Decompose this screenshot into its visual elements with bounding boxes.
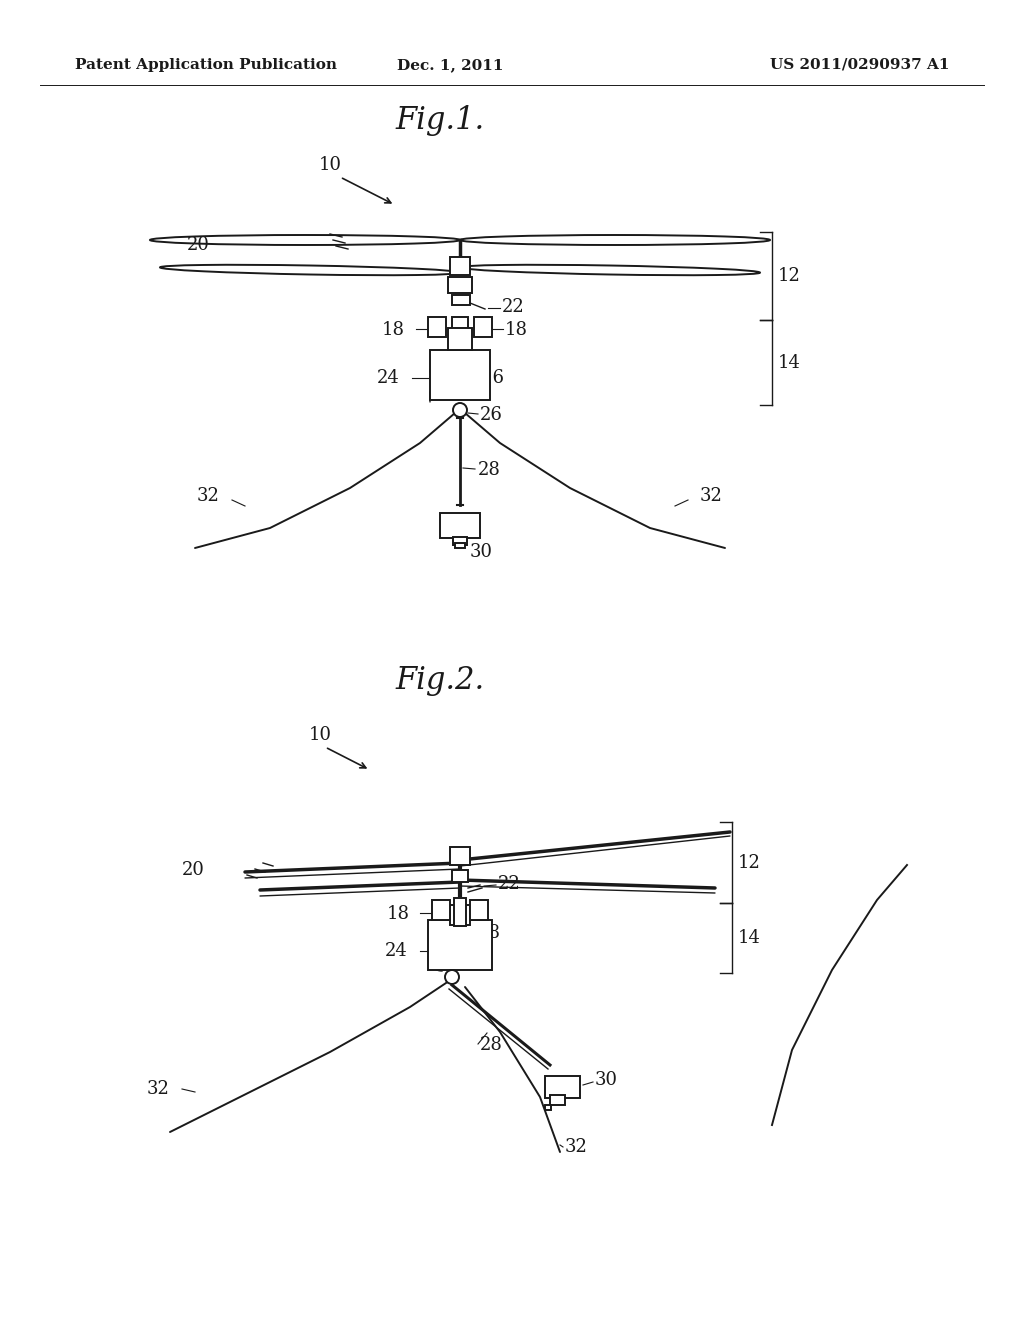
Bar (453, 537, 467, 545)
Text: US 2011/0290937 A1: US 2011/0290937 A1 (770, 58, 950, 73)
Bar (452, 870, 468, 882)
Text: 14: 14 (738, 929, 761, 946)
Text: 16: 16 (482, 370, 505, 387)
Text: 16: 16 (470, 936, 493, 954)
Text: Fig.1.: Fig.1. (395, 104, 484, 136)
Circle shape (445, 970, 459, 983)
Bar (440, 513, 480, 539)
Circle shape (453, 403, 467, 417)
Text: 30: 30 (470, 543, 493, 561)
Bar (450, 257, 470, 275)
Text: 14: 14 (778, 354, 801, 371)
Bar (428, 920, 492, 970)
Text: 28: 28 (480, 1036, 503, 1053)
Bar (452, 294, 470, 305)
Bar (550, 1096, 565, 1105)
Bar (545, 1105, 551, 1110)
Text: 18: 18 (382, 321, 406, 339)
Text: 12: 12 (738, 854, 761, 871)
Text: 20: 20 (182, 861, 205, 879)
Bar (449, 327, 472, 350)
Text: 10: 10 (308, 726, 332, 744)
Bar (449, 277, 472, 293)
Text: 24: 24 (377, 370, 400, 387)
Text: 18: 18 (478, 924, 501, 942)
Text: 18: 18 (387, 906, 410, 923)
Bar (474, 317, 492, 337)
Bar (428, 317, 446, 337)
Text: 26: 26 (480, 407, 503, 424)
Text: 32: 32 (565, 1138, 588, 1156)
Bar (454, 898, 466, 927)
Bar (470, 900, 488, 920)
Text: Dec. 1, 2011: Dec. 1, 2011 (396, 58, 503, 73)
Bar (430, 350, 490, 400)
Text: 24: 24 (385, 942, 408, 960)
Ellipse shape (460, 235, 770, 246)
Bar (450, 847, 470, 865)
Text: 18: 18 (505, 321, 528, 339)
Text: 30: 30 (595, 1071, 618, 1089)
Text: 32: 32 (700, 487, 723, 506)
Bar (450, 906, 470, 925)
Text: 20: 20 (187, 236, 210, 253)
Text: 10: 10 (318, 156, 341, 174)
Text: 32: 32 (198, 487, 220, 506)
Bar (545, 1076, 580, 1098)
Bar (432, 900, 450, 920)
Text: 32: 32 (147, 1080, 170, 1098)
Text: 28: 28 (478, 461, 501, 479)
Text: 22: 22 (502, 298, 524, 315)
Ellipse shape (160, 265, 460, 275)
Bar (455, 543, 465, 548)
Text: Fig.2.: Fig.2. (395, 664, 484, 696)
Ellipse shape (460, 265, 760, 275)
Text: 22: 22 (498, 875, 521, 894)
Text: Patent Application Publication: Patent Application Publication (75, 58, 337, 73)
Text: 12: 12 (778, 267, 801, 285)
Bar (452, 317, 468, 343)
Ellipse shape (150, 235, 460, 246)
